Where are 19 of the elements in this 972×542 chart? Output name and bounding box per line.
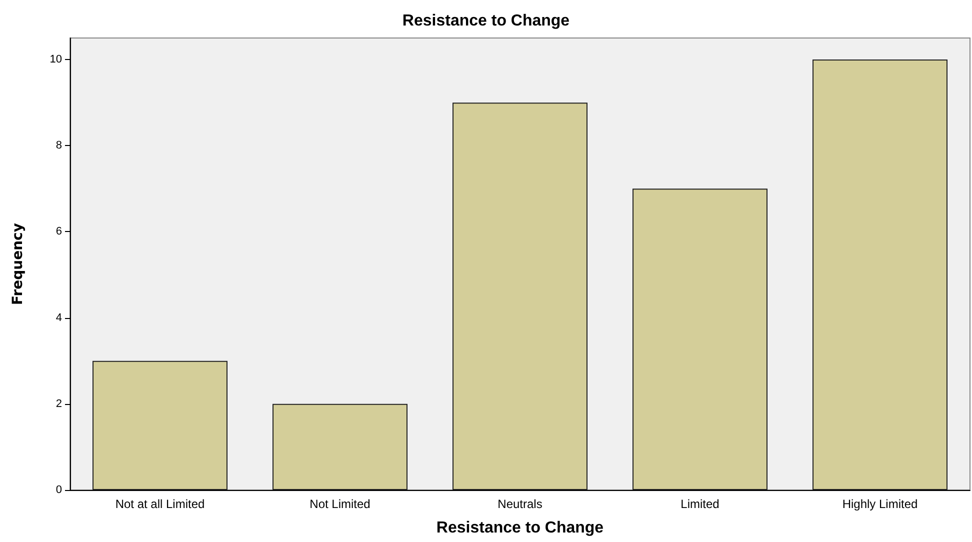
y-tick-label: 2 (56, 398, 62, 410)
bar (632, 188, 768, 490)
bar (452, 102, 588, 490)
y-tick-label: 10 (50, 54, 62, 66)
x-tick-label: Not at all Limited (115, 497, 205, 511)
y-tick-label: 8 (56, 140, 62, 152)
bar (272, 404, 408, 490)
x-tick-label: Limited (680, 497, 720, 511)
y-tick-label: 6 (56, 226, 62, 238)
x-tick-label: Highly Limited (842, 497, 918, 511)
y-tick-label: 0 (56, 484, 62, 496)
bar (812, 60, 948, 490)
x-tick-label: Neutrals (498, 497, 542, 511)
y-tick-label: 4 (56, 312, 62, 324)
bar (92, 360, 228, 490)
chart-title: Resistance to Change (402, 12, 570, 30)
x-tick-label: Not Limited (310, 497, 370, 511)
x-axis-title: Resistance to Change (436, 520, 604, 536)
y-axis-title: Frequency (10, 223, 26, 305)
